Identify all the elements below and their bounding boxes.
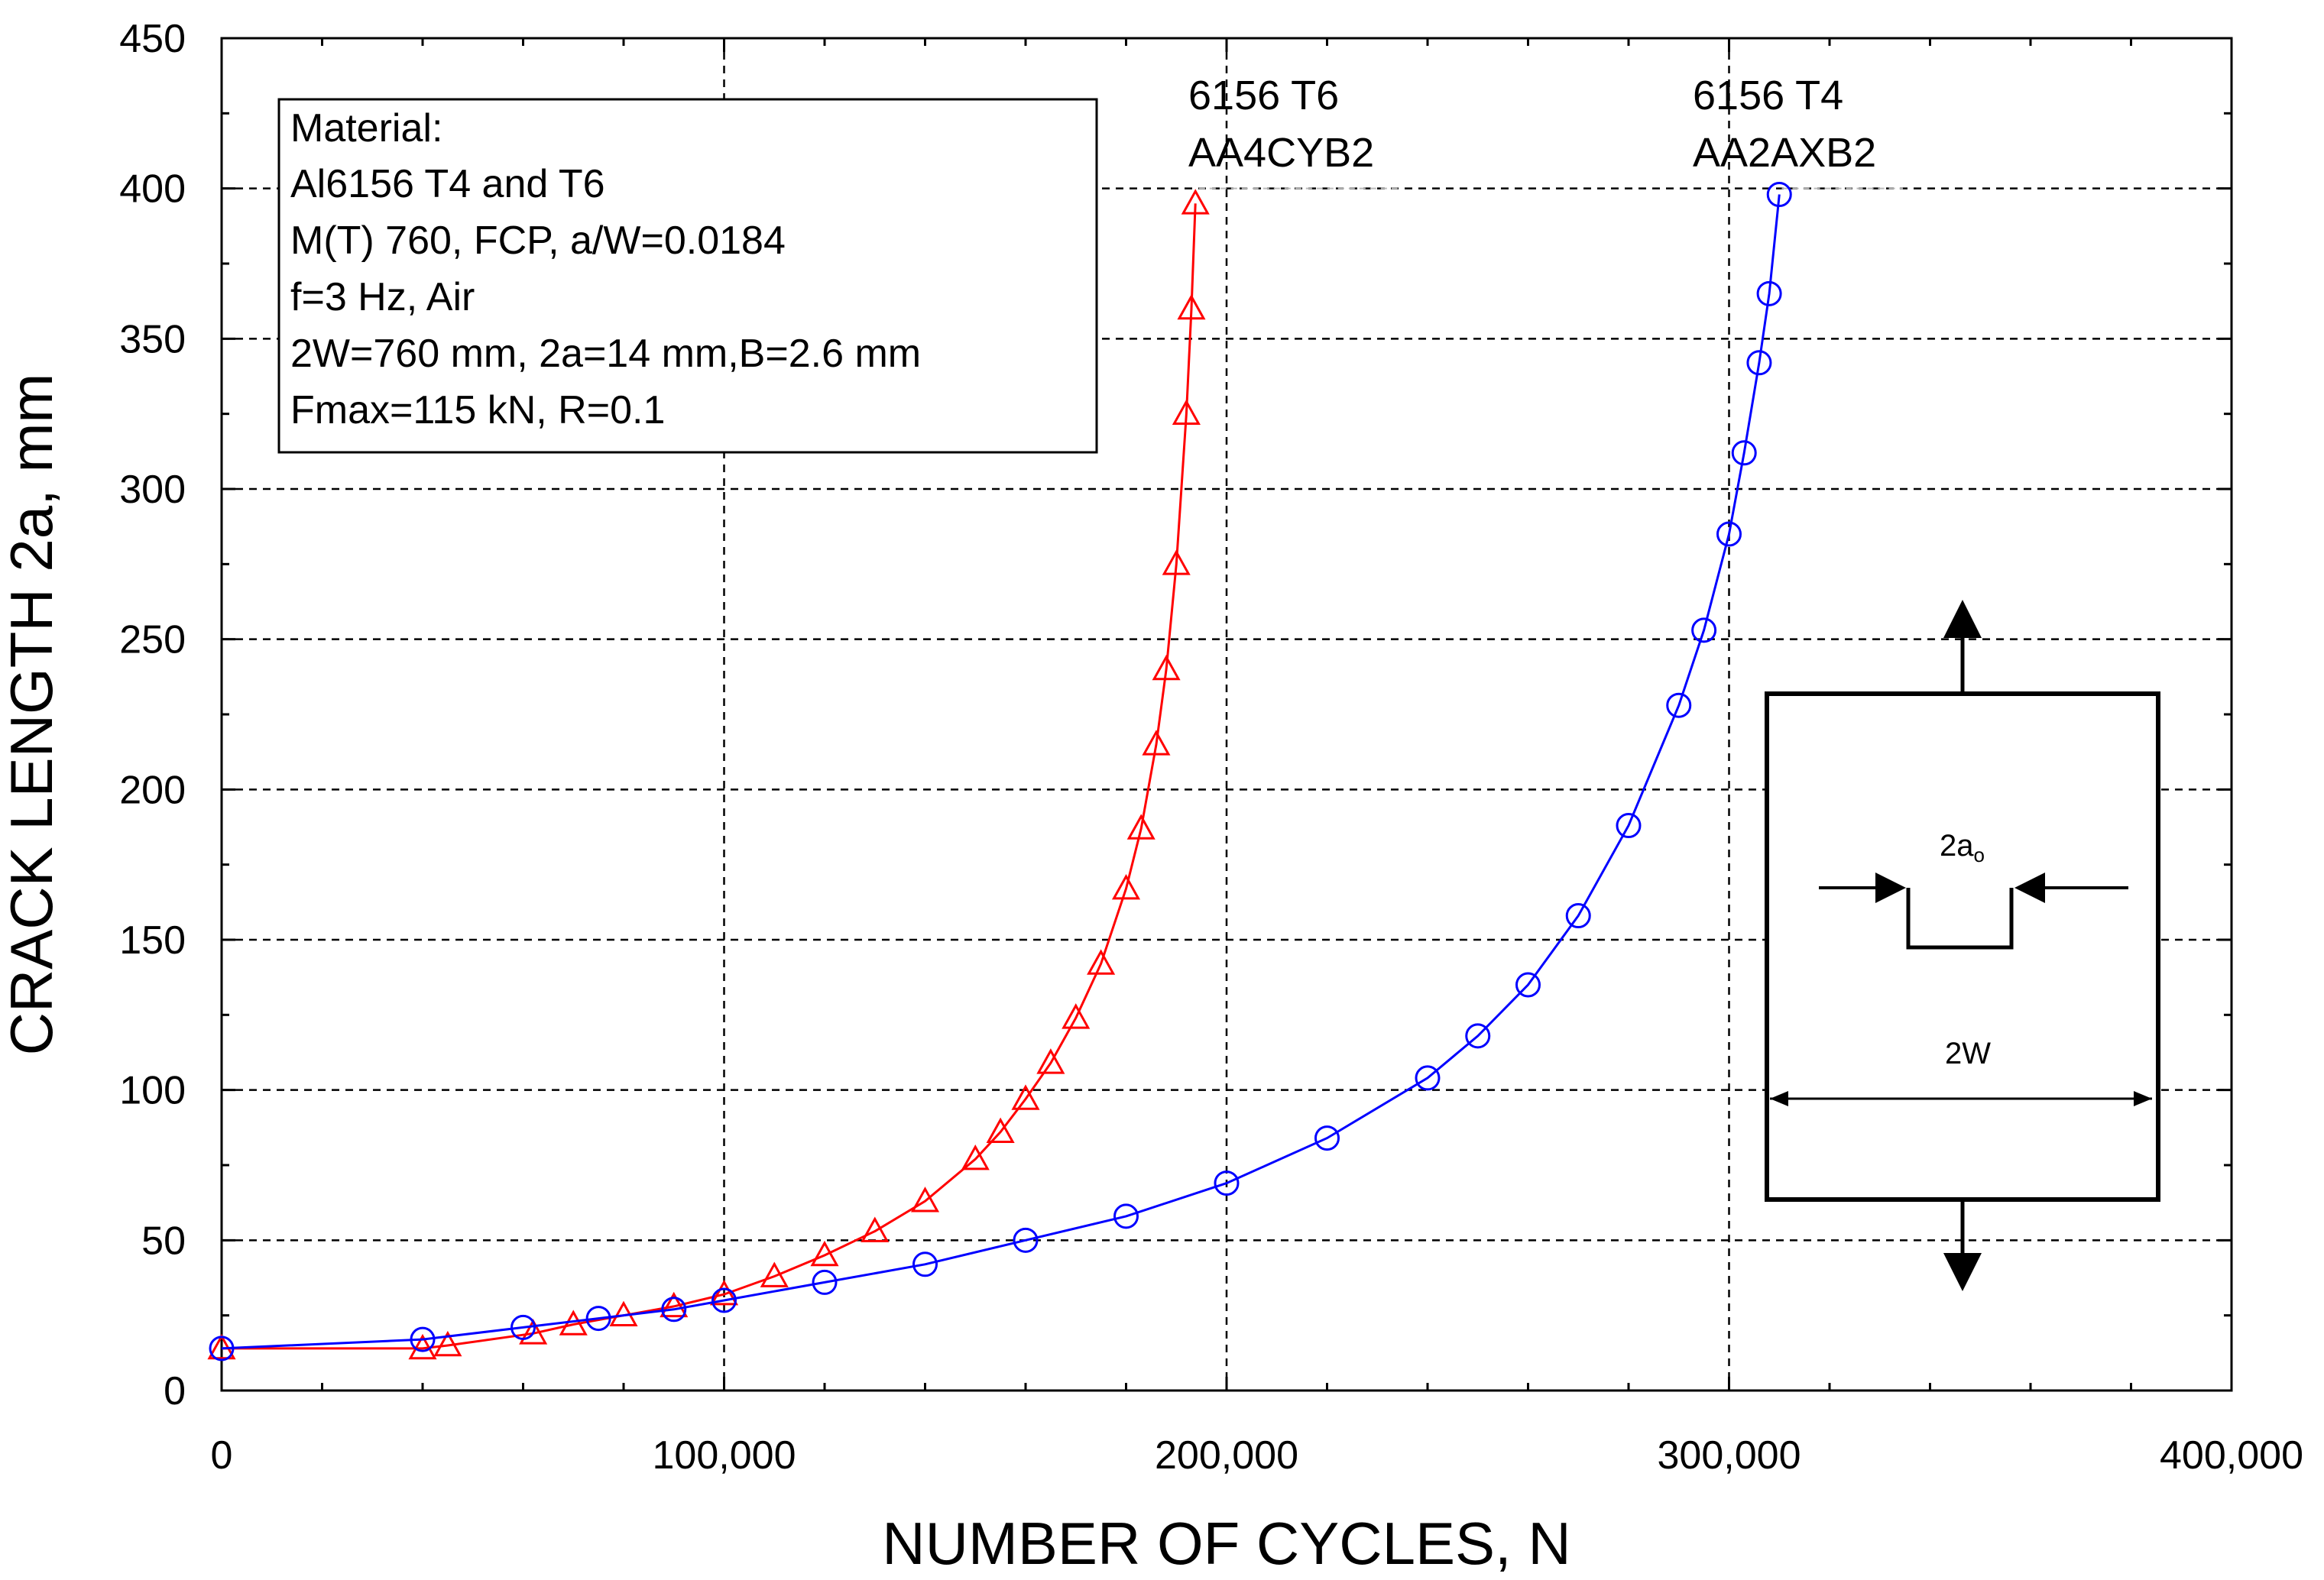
data-point bbox=[1111, 874, 1141, 900]
data-point bbox=[1172, 399, 1201, 425]
data-point bbox=[760, 1261, 789, 1287]
info-line-dimensions: 2W=760 mm, 2a=14 mm,B=2.6 mm bbox=[290, 332, 921, 376]
data-point bbox=[1126, 814, 1156, 840]
data-point bbox=[1756, 280, 1782, 306]
data-point bbox=[1013, 1227, 1039, 1253]
series-line bbox=[221, 194, 1781, 1350]
data-series bbox=[207, 182, 1792, 1361]
center-crack bbox=[1906, 888, 2014, 950]
data-point bbox=[986, 1117, 1015, 1144]
series-t6 bbox=[207, 189, 1210, 1360]
data-point bbox=[1465, 1023, 1491, 1049]
x-axis-label: NUMBER OF CYCLES, N bbox=[882, 1510, 1570, 1577]
x-tick-label: 100,000 bbox=[653, 1433, 796, 1478]
data-point bbox=[1142, 730, 1171, 756]
specimen-schematic: 2ao 2W bbox=[1765, 600, 2160, 1291]
data-point bbox=[1162, 549, 1191, 575]
data-point bbox=[1691, 617, 1717, 643]
data-point bbox=[1666, 692, 1692, 718]
series-line bbox=[222, 203, 1197, 1350]
info-line-material: Material: bbox=[290, 106, 442, 151]
data-point bbox=[1616, 813, 1642, 839]
series-t4 bbox=[209, 182, 1792, 1361]
width-arrow-right bbox=[2134, 1091, 2152, 1106]
data-point bbox=[410, 1326, 436, 1352]
data-point bbox=[810, 1240, 839, 1267]
data-point bbox=[1062, 1003, 1091, 1029]
y-tick-label: 250 bbox=[119, 618, 186, 662]
data-point bbox=[1716, 521, 1742, 547]
data-point bbox=[1087, 949, 1116, 975]
data-point bbox=[433, 1330, 462, 1357]
x-tick-label: 300,000 bbox=[1658, 1433, 1801, 1478]
y-tick-label: 450 bbox=[119, 17, 186, 61]
data-point bbox=[861, 1216, 890, 1242]
data-point bbox=[519, 1319, 548, 1345]
test-conditions-box: Material: Al6156 T4 and T6 M(T) 760, FCP… bbox=[277, 98, 1098, 454]
t4-annotation-line1: 6156 T4 bbox=[1693, 73, 1843, 118]
crack-length-label: 2ao bbox=[1940, 829, 1985, 866]
data-point bbox=[511, 1314, 536, 1340]
t4-annotation-line2: AA2AXB2 bbox=[1693, 130, 1876, 176]
data-point bbox=[812, 1269, 838, 1295]
y-tick-label: 100 bbox=[119, 1069, 186, 1113]
data-point bbox=[209, 1336, 235, 1361]
data-point bbox=[1766, 182, 1792, 208]
y-axis-label: CRACK LENGTH 2a, mm bbox=[0, 374, 65, 1056]
data-point bbox=[661, 1297, 687, 1323]
data-point bbox=[1036, 1048, 1065, 1074]
x-tick-label: 200,000 bbox=[1155, 1433, 1298, 1478]
data-point bbox=[585, 1306, 611, 1332]
data-point bbox=[1314, 1125, 1340, 1151]
x-tick-label: 0 bbox=[211, 1433, 233, 1478]
y-tick-label: 400 bbox=[119, 167, 186, 212]
data-point bbox=[709, 1280, 739, 1306]
data-point bbox=[1746, 350, 1772, 376]
data-point bbox=[1515, 972, 1541, 998]
data-point bbox=[1731, 440, 1757, 466]
info-line-frequency: f=3 Hz, Air bbox=[290, 275, 475, 319]
data-point bbox=[910, 1187, 940, 1213]
data-point bbox=[1565, 903, 1591, 929]
t6-annotation-line1: 6156 T6 bbox=[1188, 73, 1339, 118]
info-line-alloy: Al6156 T4 and T6 bbox=[290, 162, 605, 206]
width-arrow-left bbox=[1770, 1091, 1788, 1106]
data-point bbox=[1214, 1170, 1240, 1196]
data-point bbox=[1181, 189, 1210, 215]
data-point bbox=[1415, 1065, 1441, 1091]
x-tick-label: 400,000 bbox=[2160, 1433, 2303, 1478]
data-point bbox=[1011, 1084, 1040, 1110]
x-axis-ticks: 0 100,000 200,000 300,000 400,000 bbox=[211, 38, 2303, 1478]
y-tick-label: 0 bbox=[164, 1369, 186, 1413]
info-line-specimen: M(T) 760, FCP, a/W=0.0184 bbox=[290, 219, 786, 263]
t6-annotation-line2: AA4CYB2 bbox=[1188, 130, 1374, 176]
data-point bbox=[961, 1145, 990, 1170]
width-label: 2W bbox=[1945, 1037, 1991, 1070]
data-point bbox=[1113, 1203, 1139, 1229]
data-point bbox=[912, 1251, 938, 1277]
y-tick-label: 150 bbox=[119, 918, 186, 963]
y-tick-label: 50 bbox=[141, 1219, 186, 1263]
info-line-load: Fmax=115 kN, R=0.1 bbox=[290, 388, 665, 432]
y-tick-label: 350 bbox=[119, 317, 186, 361]
data-point bbox=[660, 1291, 689, 1318]
data-point bbox=[711, 1287, 737, 1313]
y-tick-label: 300 bbox=[119, 468, 186, 512]
data-point bbox=[1177, 293, 1206, 320]
y-tick-label: 200 bbox=[119, 768, 186, 812]
data-point bbox=[1152, 654, 1181, 681]
y-axis-ticks: 0 50 100 150 200 250 300 350 400 450 bbox=[119, 17, 2232, 1413]
data-point bbox=[408, 1333, 437, 1360]
